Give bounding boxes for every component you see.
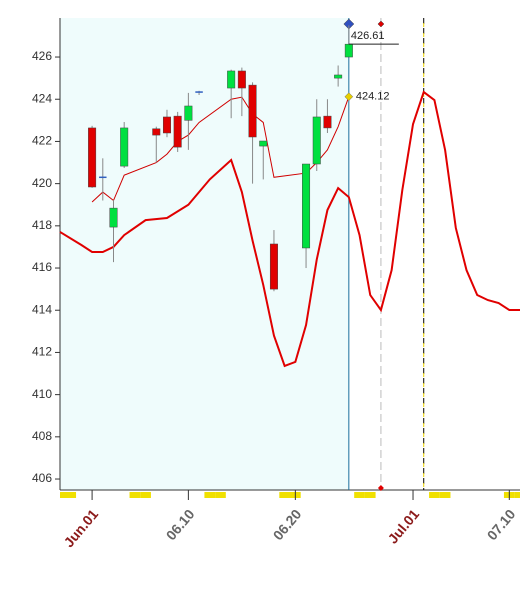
candle-body: [227, 70, 236, 89]
x-tick-label: Jun.01: [60, 506, 101, 550]
weekend-mark: [439, 492, 451, 498]
x-tick-label: 07.10: [484, 506, 519, 543]
candle-body: [88, 127, 97, 188]
line-series: [59, 90, 520, 368]
y-tick-label: 418: [32, 218, 52, 232]
candle-body: [184, 105, 193, 121]
x-tick-label: 06.20: [270, 506, 305, 543]
annotation-marker: [344, 92, 354, 102]
y-tick-label: 412: [32, 345, 52, 359]
y-tick-label: 420: [32, 176, 52, 190]
weekend-mark: [279, 492, 290, 498]
candle-body: [302, 163, 311, 249]
y-tick-label: 424: [32, 91, 52, 105]
y-tick-label: 408: [32, 429, 52, 443]
candle-body: [162, 116, 171, 134]
candle-body: [173, 115, 182, 148]
annotation-label: 426.61: [351, 30, 385, 42]
weekend-mark: [204, 492, 216, 498]
x-tick-label: Jul.01: [384, 506, 422, 547]
weekend-mark: [354, 492, 365, 498]
candle-body: [323, 115, 332, 129]
candle-body: [312, 116, 321, 165]
y-tick-label: 426: [32, 49, 52, 63]
y-tick-label: 422: [32, 134, 52, 148]
marker-diamond: [377, 20, 385, 28]
weekend-mark: [514, 492, 520, 498]
annotation-label: 424.12: [356, 91, 390, 103]
y-tick-label: 410: [32, 387, 52, 401]
candle-body: [109, 207, 118, 228]
weekend-mark: [215, 492, 226, 498]
y-tick-label: 416: [32, 260, 52, 274]
x-tick-label: 06.10: [163, 506, 198, 543]
candle-body: [259, 140, 268, 147]
candle-body: [269, 243, 278, 290]
candle-body: [334, 74, 343, 79]
y-tick-label: 414: [32, 302, 52, 316]
candle-body: [248, 84, 257, 138]
history-shade: [60, 18, 349, 490]
weekend-mark: [364, 492, 376, 498]
candle-body: [120, 127, 129, 167]
weekend-mark: [65, 492, 77, 498]
weekend-mark: [140, 492, 151, 498]
weekend-mark: [129, 492, 141, 498]
y-tick-label: 406: [32, 471, 52, 485]
weekend-mark: [429, 492, 440, 498]
marker-diamond: [377, 485, 384, 491]
candle-body: [152, 128, 161, 136]
candle-body: [237, 70, 246, 89]
candle-body: [344, 43, 353, 58]
